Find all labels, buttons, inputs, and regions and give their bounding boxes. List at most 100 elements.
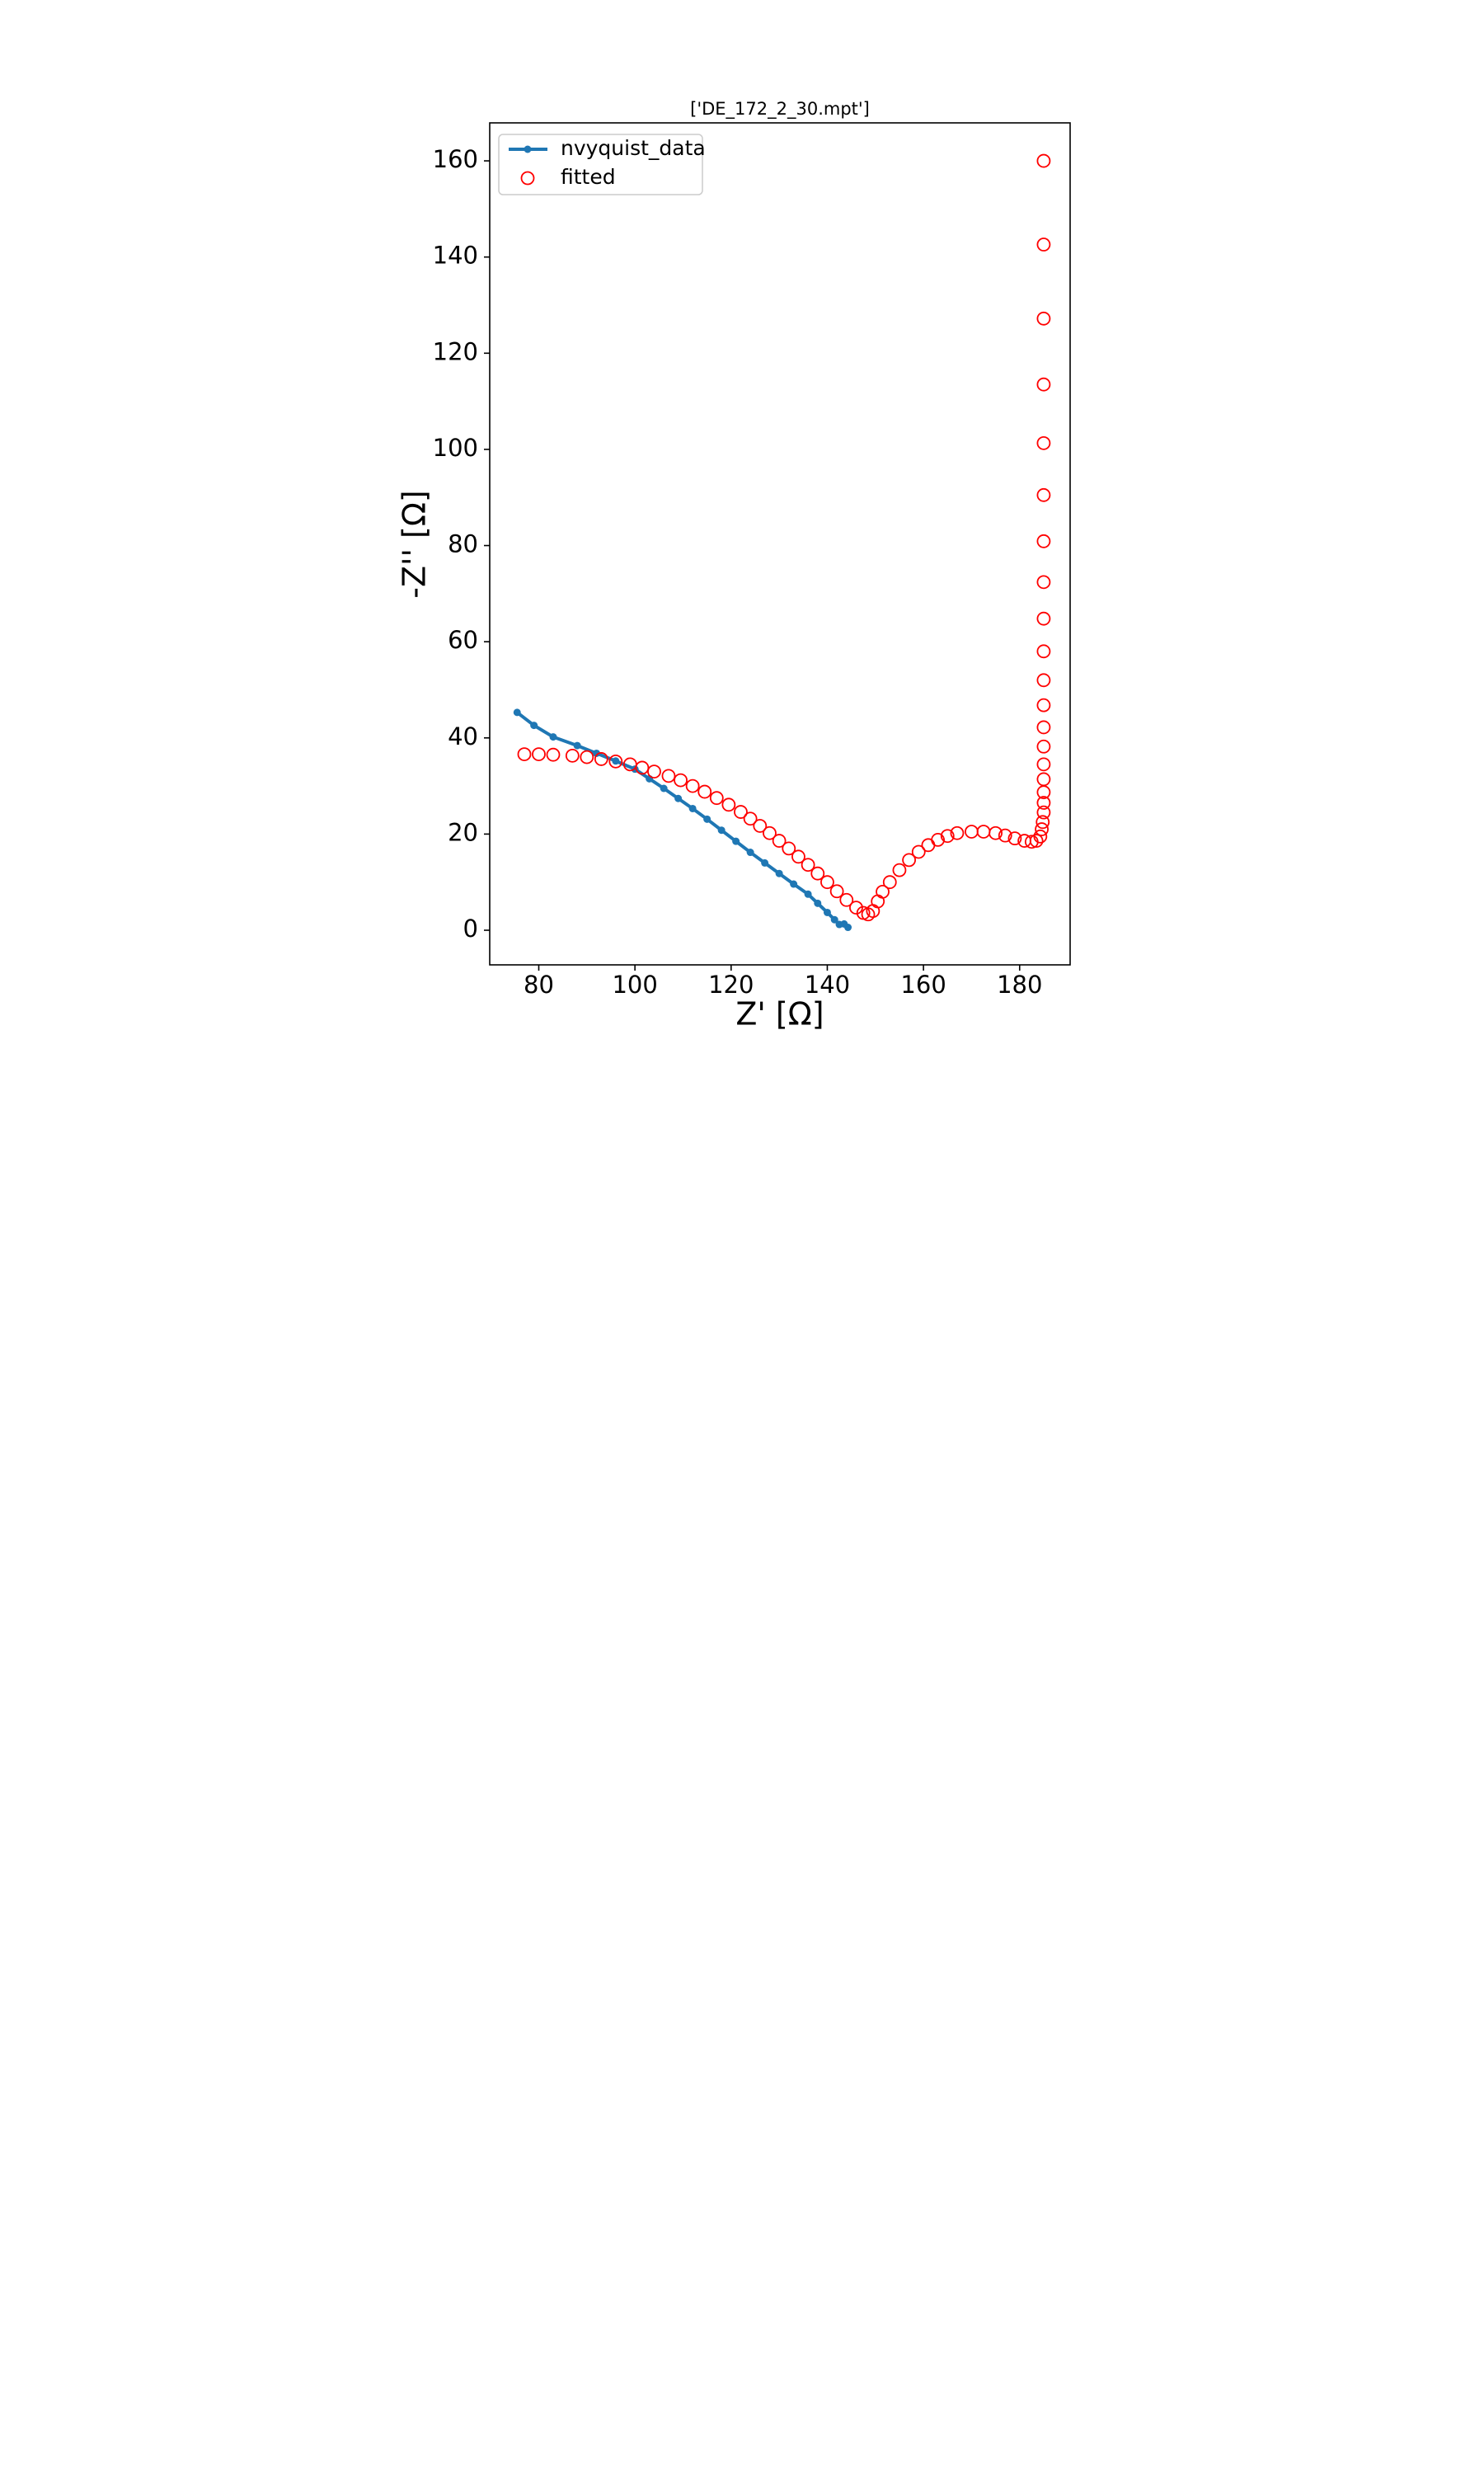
y-tick-label: 0 [463, 915, 478, 943]
data-point [876, 884, 890, 899]
data-point [546, 747, 561, 762]
data-point [1036, 153, 1051, 168]
data-point [573, 741, 581, 750]
data-point [801, 858, 815, 872]
data-point [998, 828, 1012, 843]
data-point [753, 819, 768, 833]
legend-box [498, 134, 703, 195]
x-tick-label: 180 [997, 971, 1042, 999]
data-point [530, 722, 538, 730]
data-point [647, 764, 661, 778]
data-point [871, 894, 885, 909]
data-point [532, 747, 546, 762]
data-point [1035, 822, 1049, 836]
data-point [580, 750, 594, 764]
data-point [1036, 611, 1051, 626]
data-point [849, 901, 863, 915]
data-point [814, 899, 822, 907]
data-point [660, 784, 668, 793]
data-point [772, 834, 787, 848]
y-tick-label: 80 [448, 530, 478, 558]
data-point [565, 748, 580, 763]
data-point [1036, 815, 1050, 830]
data-point [820, 875, 834, 890]
data-point [1036, 757, 1051, 772]
data-point [830, 915, 838, 924]
data-point [592, 749, 600, 757]
data-point [549, 733, 557, 741]
y-tick-label: 20 [448, 818, 478, 846]
data-point [823, 908, 831, 916]
legend-label: fitted [561, 165, 616, 189]
data-point [976, 825, 991, 839]
data-point [685, 778, 700, 793]
data-point [743, 811, 758, 826]
data-point [1036, 772, 1051, 787]
plot-frame [489, 122, 1071, 966]
data-point [674, 794, 683, 802]
data-point [1007, 831, 1022, 846]
data-point [709, 791, 724, 806]
data-point [882, 875, 897, 890]
data-point [1036, 534, 1051, 548]
data-point [1036, 805, 1051, 820]
data-point [688, 804, 697, 812]
data-point [635, 760, 650, 775]
data-point [931, 832, 946, 847]
data-point [734, 805, 748, 819]
y-tick-label: 120 [433, 337, 478, 365]
data-point [892, 863, 907, 877]
data-point [513, 708, 521, 717]
y-tick-label: 140 [433, 242, 478, 270]
data-point [804, 890, 812, 898]
data-point [608, 754, 623, 769]
data-point [989, 825, 1003, 840]
y-axis-label: -Z'' [Ω] [397, 490, 433, 598]
data-point [517, 747, 532, 762]
data-point [1029, 834, 1044, 848]
x-tick-label: 160 [900, 971, 946, 999]
data-point [697, 784, 712, 799]
chart-title: ['DE_172_2_30.mpt'] [690, 99, 870, 120]
data-point [790, 880, 798, 888]
legend-swatch [520, 171, 535, 186]
data-point [1036, 435, 1051, 450]
data-point [844, 924, 852, 932]
data-point [1036, 673, 1051, 688]
x-tick-label: 140 [805, 971, 850, 999]
data-point [763, 825, 777, 840]
data-point [839, 892, 854, 907]
y-tick-label: 160 [433, 145, 478, 173]
data-point [1036, 796, 1051, 810]
x-tick-label: 120 [708, 971, 754, 999]
y-tick-label: 60 [448, 626, 478, 654]
data-point [950, 825, 965, 840]
data-point [1036, 238, 1051, 252]
data-point [902, 853, 917, 868]
data-point [911, 844, 926, 859]
data-point [1036, 311, 1051, 326]
data-point [1036, 487, 1051, 502]
data-point [674, 773, 688, 788]
data-point [1033, 829, 1048, 844]
data-point [746, 849, 754, 857]
data-point [921, 838, 936, 853]
data-point [1036, 698, 1051, 713]
data-point [761, 858, 769, 867]
data-point [1036, 720, 1051, 735]
data-point [717, 826, 726, 835]
data-point [775, 869, 783, 877]
legend-swatch [524, 145, 532, 153]
data-point [829, 884, 844, 899]
data-point [791, 849, 805, 864]
data-point [612, 757, 620, 765]
data-point [940, 829, 955, 844]
data-point [732, 837, 740, 845]
data-point [703, 815, 711, 823]
data-point [1036, 377, 1051, 392]
data-point [1036, 739, 1051, 754]
x-tick-label: 100 [612, 971, 657, 999]
data-point [721, 797, 736, 812]
y-tick-label: 100 [433, 434, 478, 462]
